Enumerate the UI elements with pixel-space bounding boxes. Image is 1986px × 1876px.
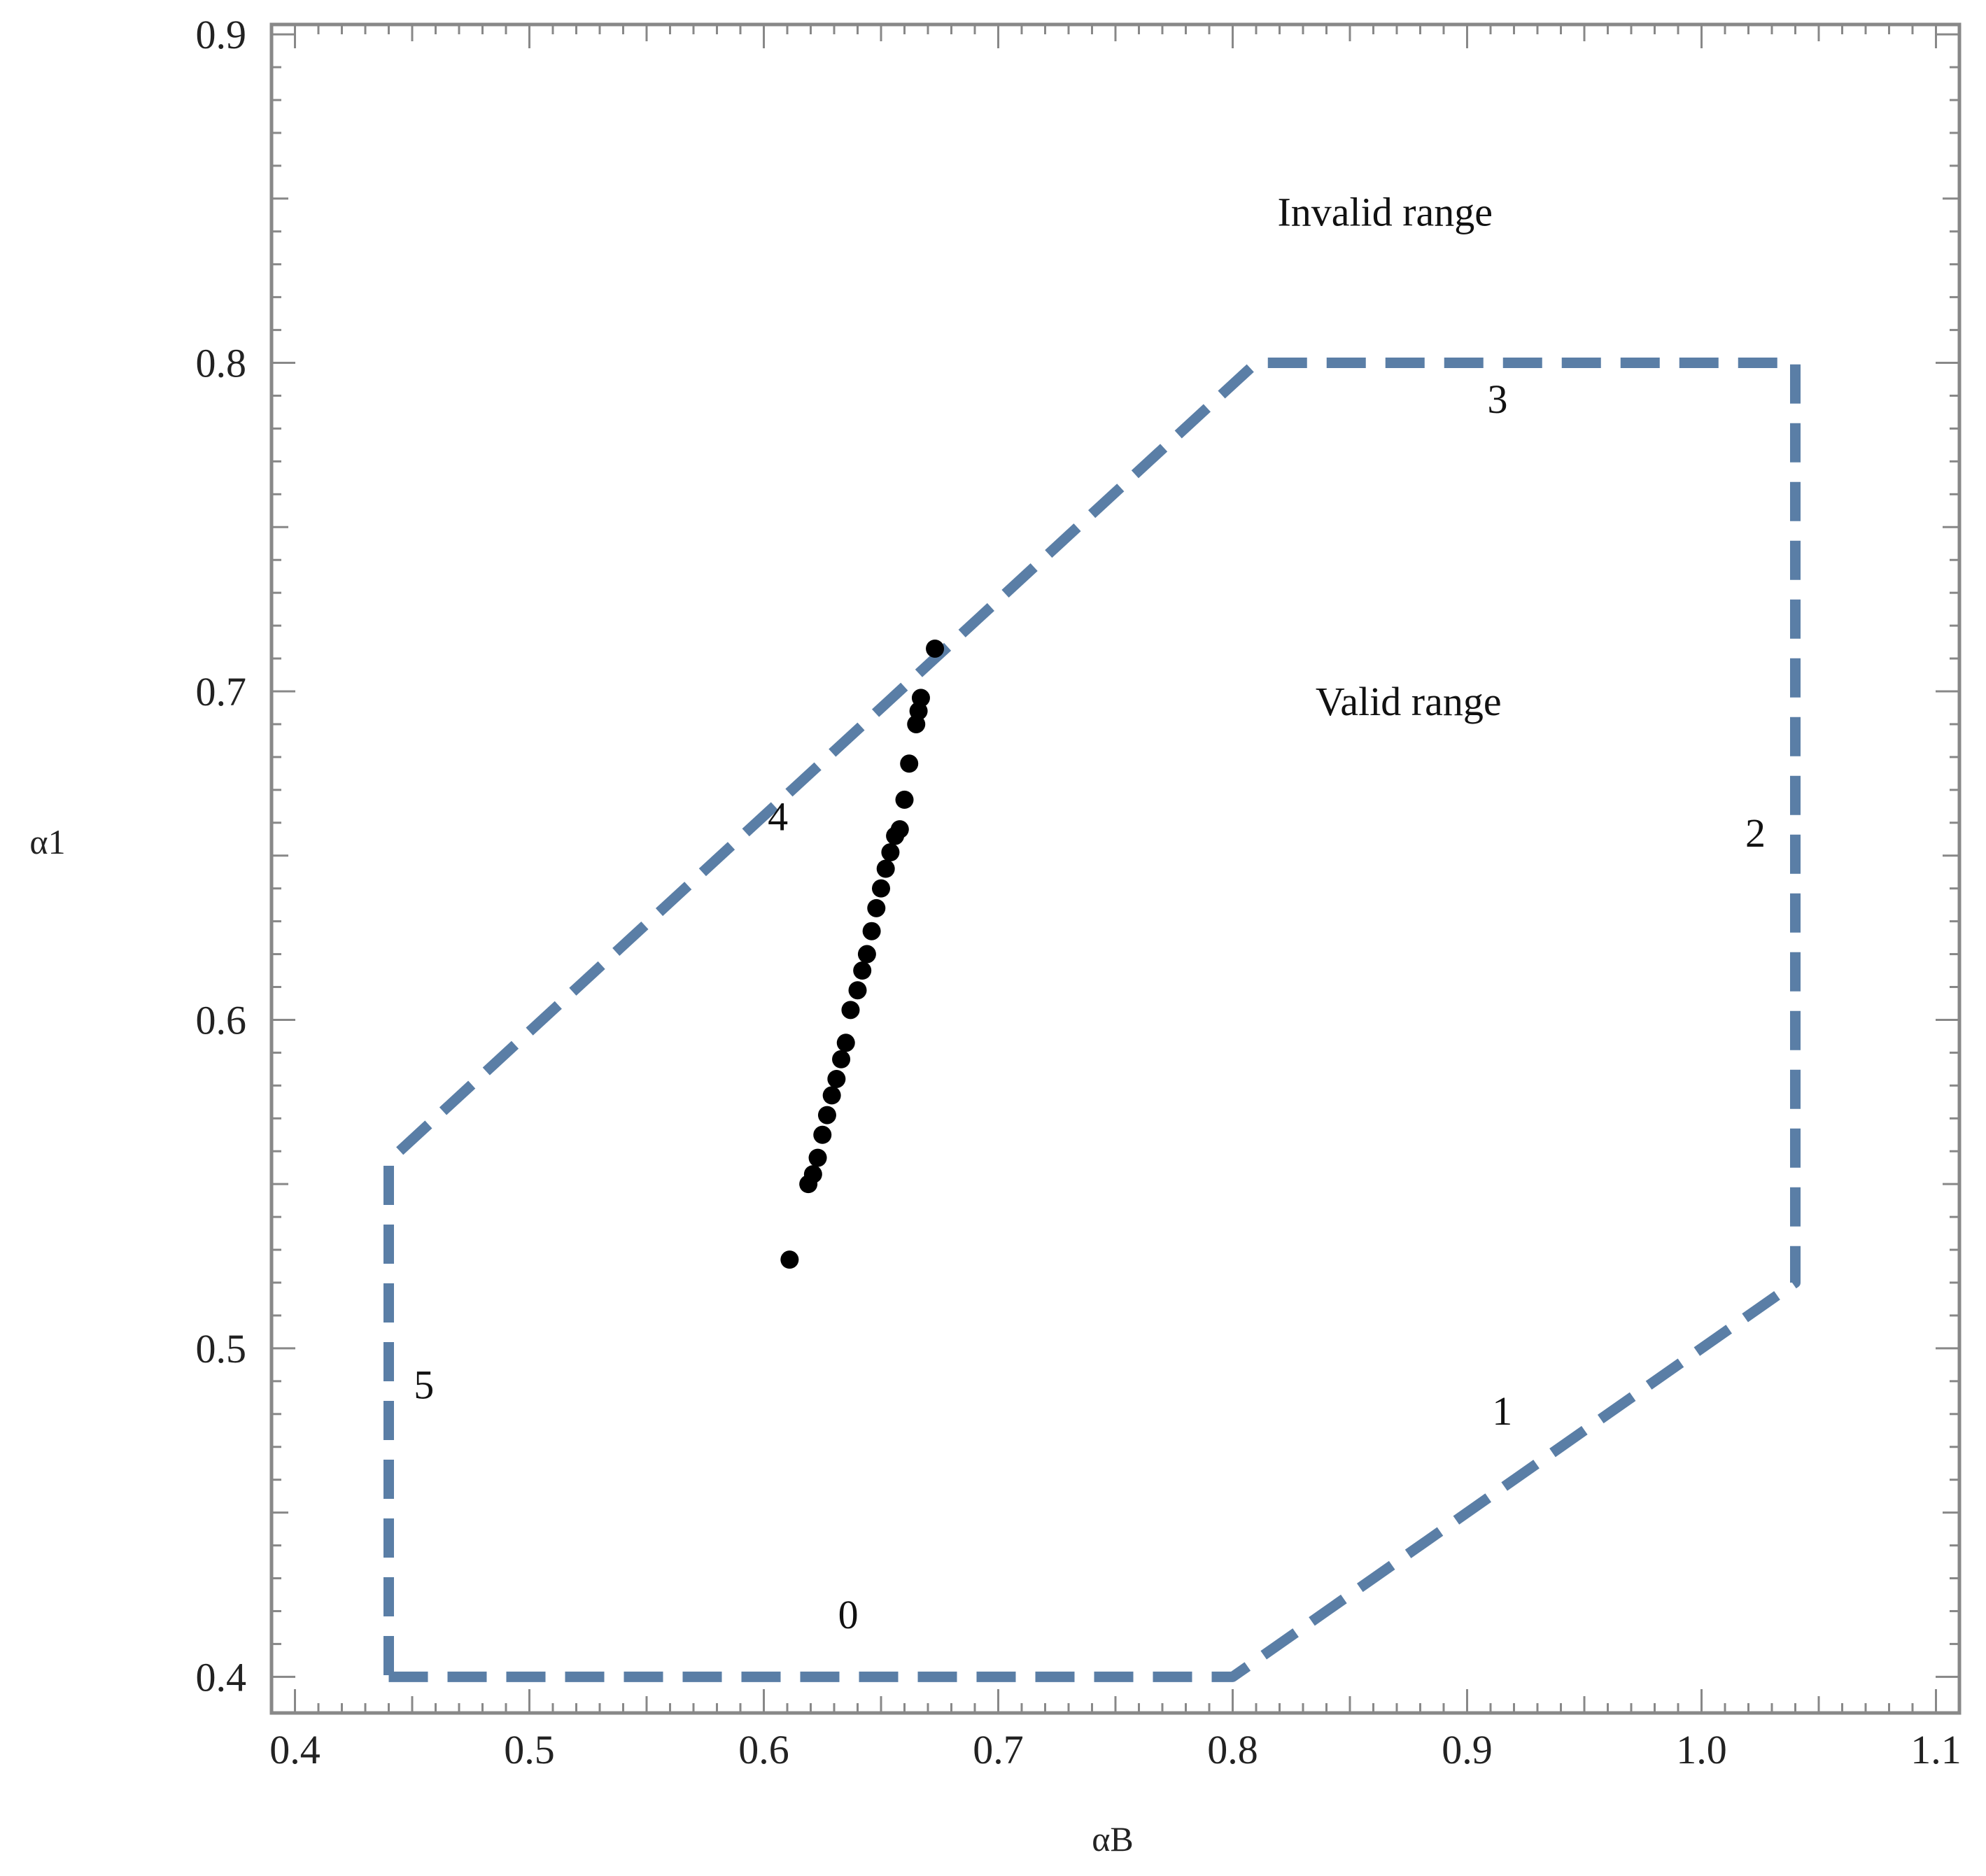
- x-tick-label: 0.9: [1442, 1727, 1493, 1772]
- y-tick-label: 0.5: [196, 1326, 247, 1371]
- data-point: [881, 843, 900, 862]
- data-point: [817, 1106, 836, 1124]
- annotations: Invalid range Valid range 0 1 2 3 4 5: [414, 190, 1766, 1638]
- x-tick-label: 0.4: [269, 1727, 321, 1772]
- data-point: [926, 639, 945, 658]
- data-point: [848, 981, 867, 1000]
- y-tick-label: 0.9: [196, 12, 247, 57]
- annotation-label: 1: [1492, 1388, 1512, 1434]
- data-point: [853, 961, 872, 980]
- annotation-label: 2: [1745, 810, 1766, 856]
- data-point: [862, 922, 881, 940]
- x-tick-label: 0.6: [738, 1727, 789, 1772]
- x-tick-label: 1.1: [1910, 1727, 1962, 1772]
- x-axis-title: αB: [1092, 1819, 1134, 1859]
- data-point: [780, 1250, 799, 1269]
- data-point: [841, 1001, 860, 1020]
- plot-frame-border: [269, 22, 1962, 1715]
- plot-frame: [269, 22, 1962, 1715]
- data-point: [827, 1069, 846, 1088]
- annotation-label: 5: [414, 1362, 434, 1408]
- data-point: [832, 1050, 851, 1069]
- x-tick-label: 0.7: [973, 1727, 1024, 1772]
- y-tick-label: 0.7: [196, 669, 247, 714]
- x-tick-label: 1.0: [1676, 1727, 1727, 1772]
- x-tick-label: 0.5: [504, 1727, 555, 1772]
- annotation-label: 4: [768, 794, 788, 839]
- annotation-label: Invalid range: [1277, 190, 1493, 235]
- annotation-label: 0: [838, 1592, 859, 1637]
- data-point: [813, 1125, 832, 1144]
- data-point: [857, 945, 876, 964]
- axis-ticks: [272, 24, 1959, 1713]
- data-point: [822, 1086, 841, 1105]
- boundary-dashed-line: [383, 358, 1801, 1682]
- valid-range-boundary: [383, 358, 1801, 1682]
- y-tick-label: 0.6: [196, 997, 247, 1043]
- data-point: [836, 1034, 855, 1052]
- y-tick-label: 0.8: [196, 341, 247, 386]
- axis-labels: 0.4 0.5 0.6 0.7 0.8 0.9 1.0 1.1 0.4 0.5 0.6 0.7 0.8 0…: [196, 12, 1962, 1772]
- data-point: [808, 1148, 827, 1167]
- data-point: [911, 689, 930, 707]
- data-point: [867, 898, 886, 917]
- data-point: [876, 859, 895, 878]
- data-point: [900, 754, 919, 773]
- data-point: [895, 790, 914, 809]
- data-point: [872, 879, 890, 898]
- data-point: [890, 820, 909, 839]
- x-tick-label: 0.8: [1207, 1727, 1258, 1772]
- annotation-label: 3: [1488, 376, 1508, 422]
- annotation-label: Valid range: [1316, 679, 1502, 724]
- data-points: [780, 639, 945, 1269]
- y-tick-label: 0.4: [196, 1654, 247, 1700]
- data-point: [803, 1165, 822, 1184]
- y-axis-title: α1: [29, 822, 65, 861]
